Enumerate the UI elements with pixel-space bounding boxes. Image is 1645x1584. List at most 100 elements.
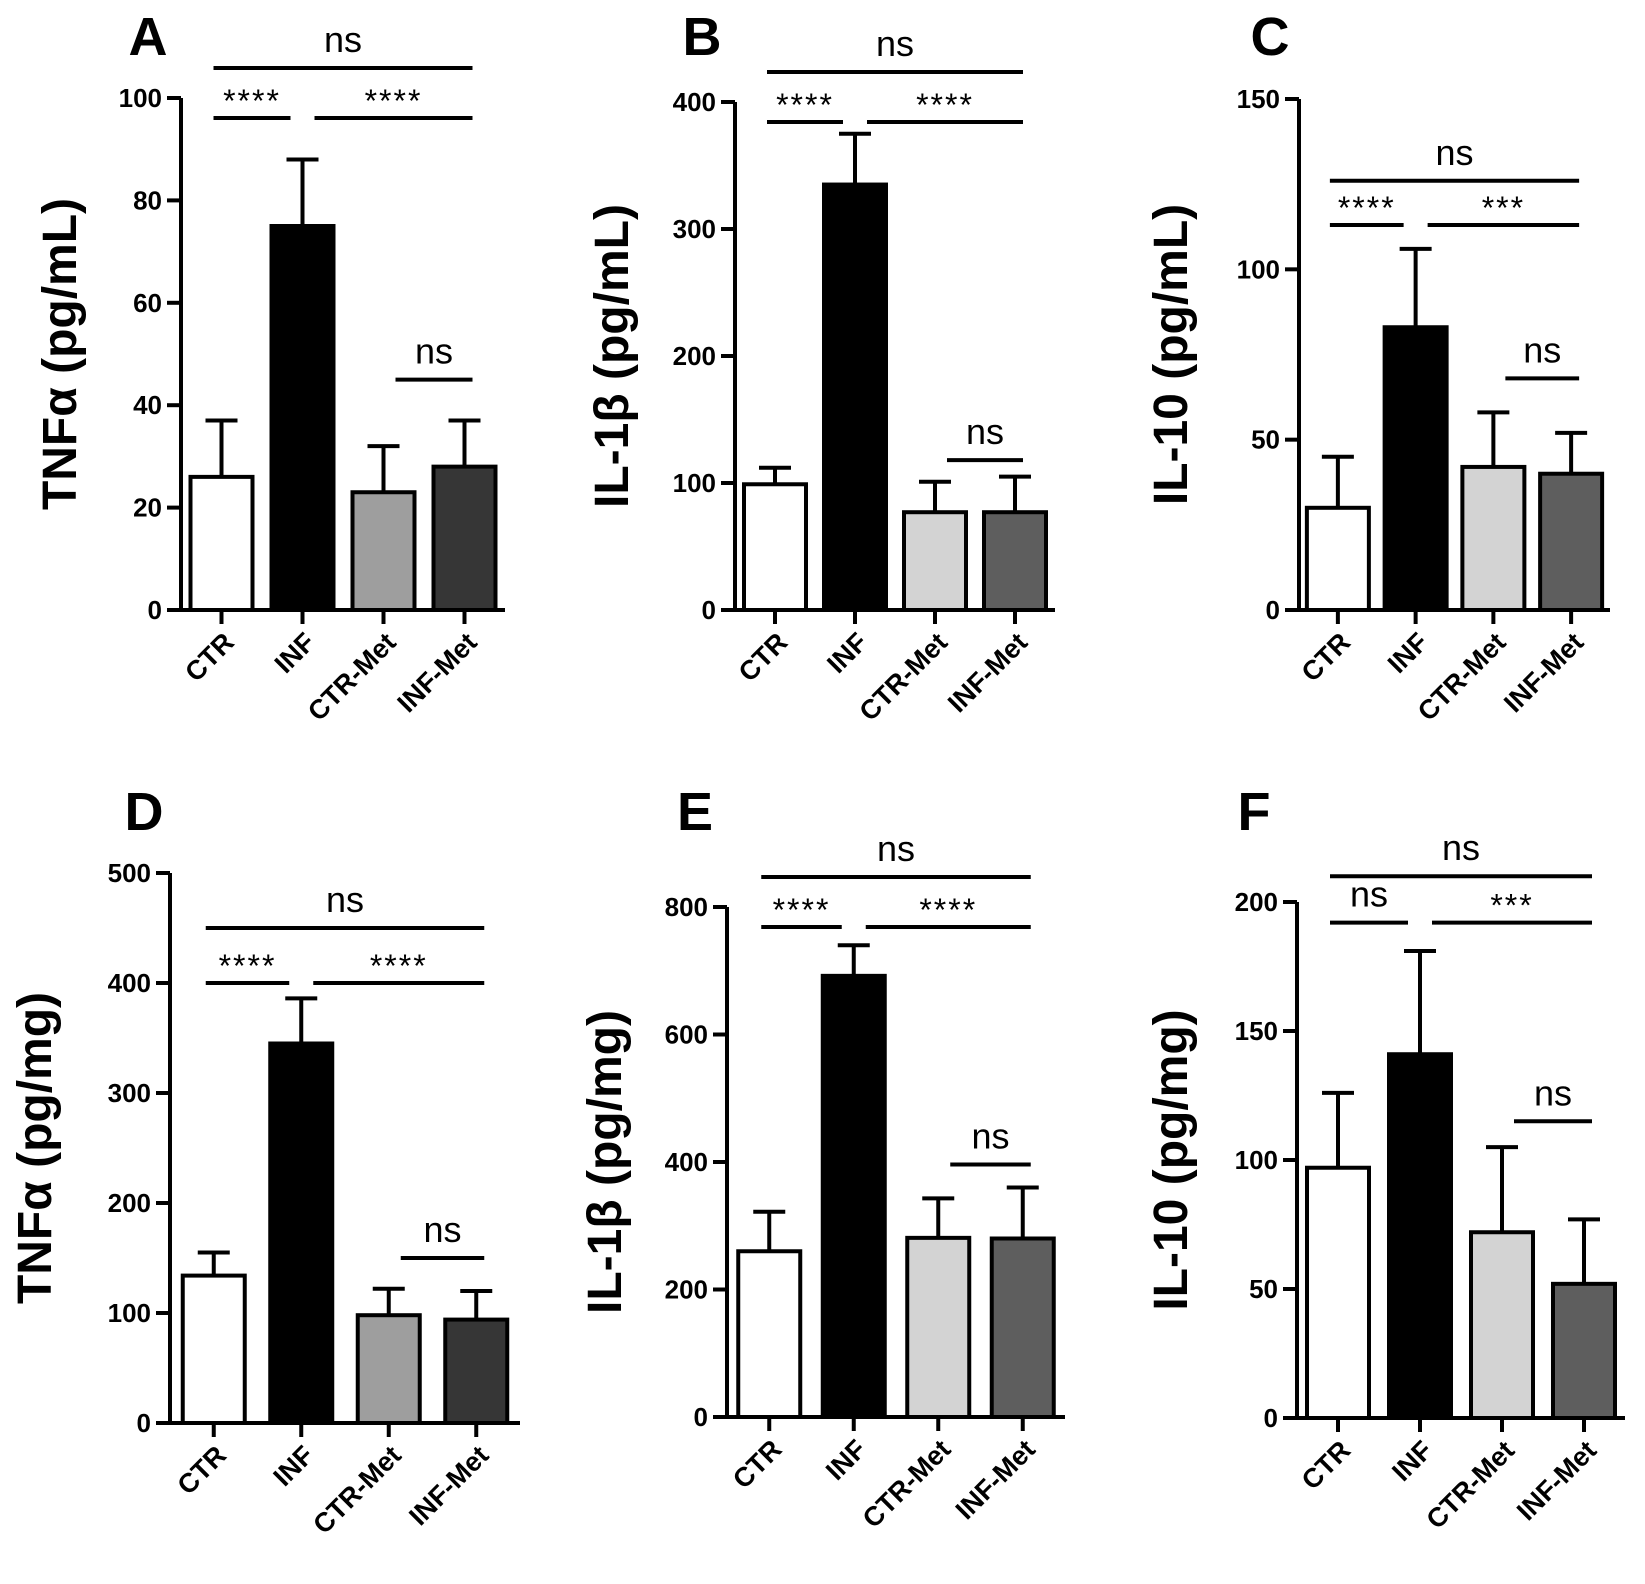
x-tick-label: INF-Met <box>1498 627 1589 718</box>
y-axis-label: TNFα (pg/mg) <box>9 992 62 1304</box>
y-tick-label: 40 <box>133 390 162 420</box>
x-tick-label: CTR <box>733 627 793 687</box>
y-tick-label: 400 <box>108 968 151 998</box>
panel-letter: C <box>1251 7 1290 67</box>
x-tick-label: CTR-Met <box>857 1434 957 1534</box>
bar-inf <box>1382 325 1449 612</box>
significance-label: ns <box>1442 827 1480 868</box>
y-tick-label: 400 <box>673 87 716 117</box>
bar-ctr <box>180 1273 247 1425</box>
significance-label: ns <box>415 331 453 372</box>
significance-label: ns <box>423 1209 461 1250</box>
y-tick-label: 500 <box>108 858 151 888</box>
x-tick-label: CTR-Met <box>307 1440 407 1540</box>
panel-letter: B <box>683 7 722 67</box>
panel-letter: D <box>125 782 164 842</box>
significance-label: ns <box>1523 329 1561 370</box>
significance-label: *** <box>1490 888 1533 924</box>
bar-ctr <box>1304 505 1371 612</box>
panel-e: E IL-1β (pg/mg) 0 200 400 600 800 CTR INFCTR-Met… <box>579 782 1065 1534</box>
panel-d: D TNFα (pg/mg) 0 100 200 300 400 500 CTR INFCTR-M… <box>9 782 520 1540</box>
x-tick-label: INF <box>820 1434 872 1486</box>
y-axis-label: TNFα (pg/mL) <box>34 198 87 510</box>
x-tick-label: INF-Met <box>950 1434 1041 1525</box>
x-tick-label: INF <box>1382 627 1434 679</box>
bar-ctr-met <box>902 510 968 613</box>
significance-label: **** <box>916 87 974 123</box>
panel-letter: A <box>129 7 168 67</box>
y-tick-label: 100 <box>673 468 716 498</box>
y-tick-label: 0 <box>694 1402 708 1432</box>
y-tick-label: 600 <box>665 1020 708 1050</box>
y-tick-label: 50 <box>1251 425 1280 455</box>
significance-label: ns <box>1534 1072 1572 1113</box>
bar-inf-met <box>1538 471 1605 612</box>
significance-label: ns <box>324 19 362 60</box>
y-tick-label: 150 <box>1235 1016 1278 1046</box>
x-tick-label: INF-Met <box>1511 1435 1602 1526</box>
y-tick-label: 200 <box>673 341 716 371</box>
y-tick-label: 400 <box>665 1147 708 1177</box>
y-tick-label: 20 <box>133 493 162 523</box>
bar-inf <box>269 224 336 612</box>
x-tick-label: CTR <box>172 1440 232 1500</box>
bar-inf-met <box>443 1317 510 1425</box>
y-axis-label: IL-1β (pg/mL) <box>586 204 639 508</box>
y-tick-label: 0 <box>148 595 162 625</box>
bar-ctr-met <box>905 1235 972 1420</box>
y-tick-label: 80 <box>133 185 162 215</box>
significance-label: *** <box>1482 190 1525 226</box>
y-tick-label: 100 <box>108 1298 151 1328</box>
x-tick-label: CTR-Met <box>1421 1435 1521 1535</box>
bar-inf <box>820 973 887 1419</box>
bar-ctr-met <box>355 1313 422 1425</box>
significance-label: **** <box>773 892 831 928</box>
significance-label: ns <box>876 23 914 64</box>
y-tick-label: 300 <box>108 1078 151 1108</box>
y-tick-label: 100 <box>119 83 162 113</box>
bar-ctr-met <box>1460 464 1527 613</box>
significance-label: ns <box>1350 874 1388 915</box>
bar-inf <box>1387 1052 1453 1420</box>
significance-label: ns <box>877 828 915 869</box>
bar-ctr <box>188 474 255 612</box>
x-tick-label: INF-Met <box>392 627 483 718</box>
y-tick-label: 800 <box>665 892 708 922</box>
significance-label: ns <box>966 411 1004 452</box>
bar-ctr <box>742 482 808 612</box>
bar-inf-met <box>431 464 498 613</box>
panel-b: B IL-1β (pg/mL) 0 100 200 300 400 CTR INFCTR-Met… <box>586 7 1055 727</box>
y-tick-label: 200 <box>108 1188 151 1218</box>
y-axis-label: IL-10 (pg/mg) <box>1145 1009 1198 1310</box>
panel-f: F IL-10 (pg/mg) 0 50 100 150 200 CTR INFCTR-MetI… <box>1145 782 1625 1535</box>
panel-a: A TNFα (pg/mL) 0 20 40 60 80 100 CTR INFCTR-MetIN… <box>34 7 505 727</box>
bar-inf-met <box>1551 1281 1617 1420</box>
x-tick-label: CTR <box>1296 1435 1356 1495</box>
x-tick-label: INF <box>821 627 873 679</box>
bar-ctr-met <box>350 490 417 612</box>
y-axis-label: IL-10 (pg/mL) <box>1145 204 1198 505</box>
y-axis-label: IL-1β (pg/mg) <box>579 1010 632 1314</box>
x-tick-label: INF <box>1386 1435 1438 1487</box>
significance-label: **** <box>223 83 281 119</box>
bar-inf-met <box>982 510 1048 613</box>
y-tick-label: 0 <box>1264 1403 1278 1433</box>
x-tick-label: INF <box>268 1440 320 1492</box>
x-tick-label: INF-Met <box>942 627 1033 718</box>
x-tick-label: CTR <box>1296 627 1356 687</box>
significance-label: **** <box>370 948 428 984</box>
y-tick-label: 0 <box>702 595 716 625</box>
significance-label: **** <box>919 892 977 928</box>
bar-ctr <box>736 1249 803 1419</box>
x-tick-label: CTR-Met <box>302 627 402 727</box>
x-tick-label: CTR <box>179 627 239 687</box>
significance-label: **** <box>219 948 277 984</box>
x-tick-label: CTR-Met <box>854 627 954 727</box>
bar-ctr <box>1305 1165 1371 1420</box>
y-tick-label: 300 <box>673 214 716 244</box>
bar-inf <box>822 182 888 613</box>
significance-label: **** <box>1338 190 1396 226</box>
panel-letter: E <box>677 782 713 842</box>
